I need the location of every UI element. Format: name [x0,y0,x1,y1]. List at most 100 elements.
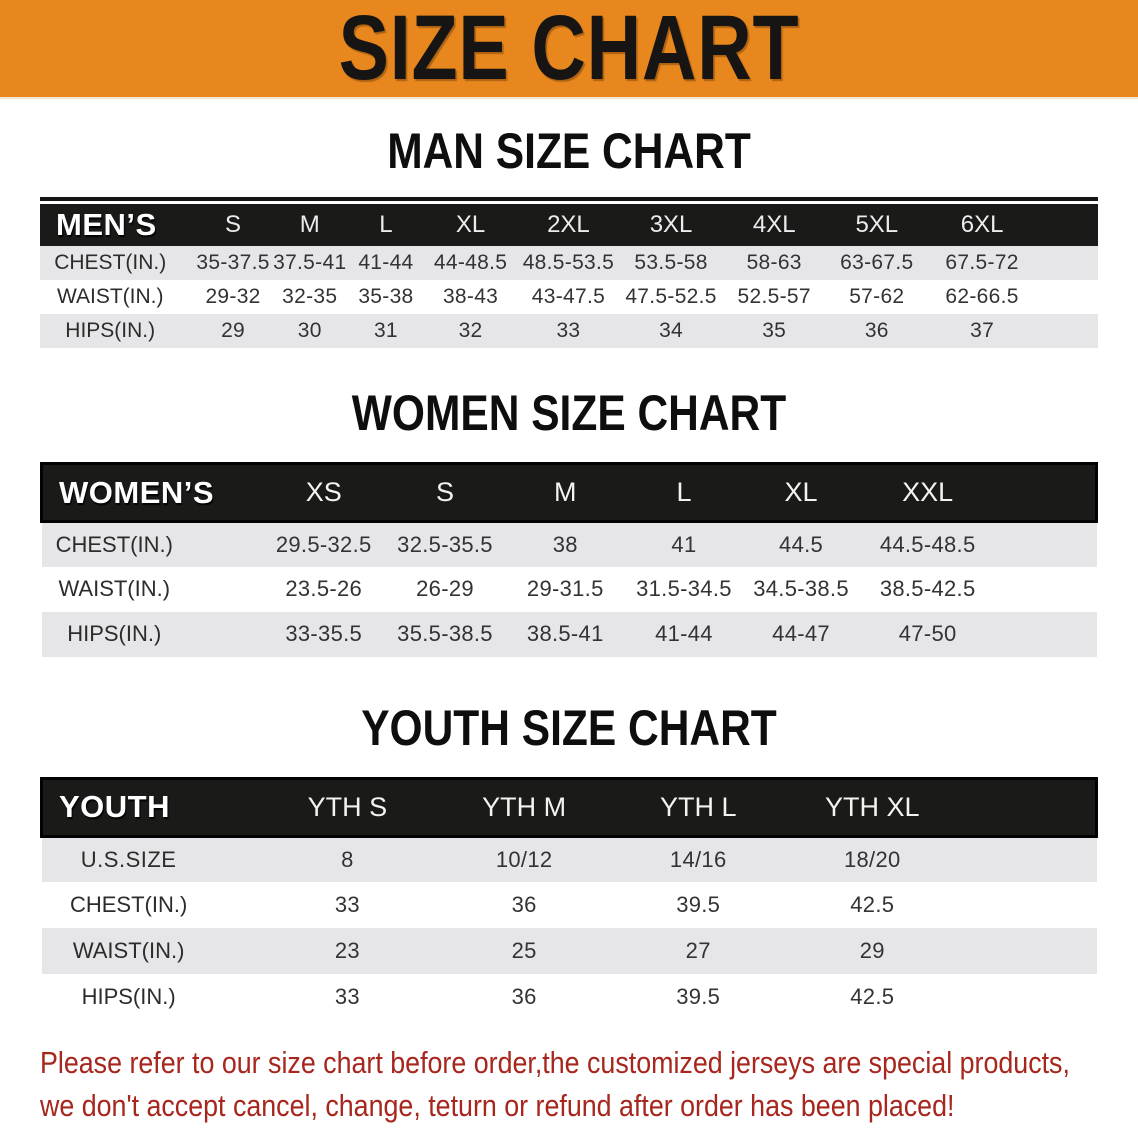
row-label: CHEST(IN.) [54,251,167,274]
spacer-cell [996,522,1096,567]
size-value: 33 [556,319,581,342]
row-label: WAIST(IN.) [58,576,171,601]
row-label: HIPS(IN.) [65,319,156,342]
size-value: 33-35.5 [285,621,363,646]
size-column-header: L [379,211,393,238]
spacer-cell [996,612,1096,657]
size-value: 37.5-41 [273,251,347,274]
size-value: 52.5-57 [737,285,811,308]
row-label: CHEST(IN.) [69,892,188,917]
size-value: 53.5-58 [634,251,708,274]
men-size-table-wrap: MEN’S S M L XL 2XL 3XL 4XL 5XL 6XL CHEST(IN.) 35-37… [40,197,1098,348]
youth-size-section: YOUTH SIZE CHART YOUTH YTH S YTH M YTH L YTH… [0,699,1138,1020]
size-value: 39.5 [676,892,721,917]
measurement-row: CHEST(IN.) 33 36 39.5 42.5 [41,882,1097,928]
size-value: 38.5-41 [526,621,604,646]
size-value: 43-47.5 [531,285,606,308]
measurement-row: WAIST(IN.) 23 25 27 29 [41,928,1097,974]
size-value: 38 [552,531,578,557]
size-value: 44-47 [772,621,830,646]
size-value: 39.5 [676,984,721,1009]
size-value: 32.5-35.5 [397,531,493,557]
size-column-header: 4XL [752,211,796,238]
measurement-row: U.S.SIZE 8 10/12 14/16 18/20 [41,836,1097,882]
spacer-cell [996,462,1099,523]
size-value: 62-66.5 [945,285,1019,308]
men-size-section: MAN SIZE CHART MEN’S S M L XL 2XL 3XL 4XL 5XL 6XL… [0,126,1138,348]
size-value: 47.5-52.5 [625,285,717,308]
size-value: 23 [334,938,360,963]
size-value: 30 [297,319,322,342]
youth-size-table-wrap: YOUTH YTH S YTH M YTH L YTH XL U.S.SIZE 8 10/12… [39,776,1099,1020]
size-value: 44.5 [779,531,824,557]
youth-section-heading: YOUTH SIZE CHART [361,699,777,756]
size-value: 67.5-72 [945,251,1019,274]
size-value: 10/12 [495,846,553,872]
size-value: 36 [511,892,537,917]
measurement-row: HIPS(IN.) 29 30 31 32 33 34 35 36 37 [40,314,1098,348]
size-value: 31 [373,319,398,342]
size-value: 31.5-34.5 [636,576,732,601]
size-value: 63-67.5 [840,251,914,274]
size-value: 8 [341,846,354,872]
size-value: 32 [458,319,483,342]
size-value: 34.5-38.5 [753,576,849,601]
row-label: U.S.SIZE [80,846,177,872]
size-value: 44-48.5 [433,251,508,274]
size-value: 25 [511,938,537,963]
row-label: WAIST(IN.) [72,938,185,963]
men-section-heading: MAN SIZE CHART [387,123,751,179]
men-size-table: MEN’S S M L XL 2XL 3XL 4XL 5XL 6XL CHEST(IN.) 35-37… [40,204,1098,348]
size-value: 47-50 [898,621,957,646]
size-value: 27 [685,938,711,963]
group-label: YOUTH [39,776,258,838]
size-header-row: WOMEN’S XS S M L XL XXL [40,462,1099,523]
size-value: 42.5 [850,892,895,917]
women-size-table: WOMEN’S XS S M L XL XXL CHEST(IN.) 29.5-32.5 32.5… [40,462,1099,657]
size-value: 34 [659,319,684,342]
spacer-cell [1037,246,1098,280]
size-value: 33 [334,984,360,1009]
size-value: 36 [511,984,537,1009]
measurement-row: CHEST(IN.) 29.5-32.5 32.5-35.5 38 41 44.5 44.5… [41,521,1097,567]
row-label: HIPS(IN.) [81,984,176,1009]
size-value: 29-31.5 [526,576,604,601]
size-column-header: XS [263,462,385,523]
group-label: MEN’S [56,207,157,242]
size-value: 41-44 [655,621,713,646]
banner: SIZE CHART [0,0,1138,99]
banner-title: SIZE CHART [338,0,800,99]
size-value: 29-32 [205,285,261,308]
size-value: 48.5-53.5 [522,251,615,274]
spacer-cell [1037,280,1098,314]
spacer-cell [996,567,1096,612]
spacer-cell [959,836,1096,882]
size-value: 26-29 [416,576,474,601]
size-value: 37 [970,319,995,342]
size-value: 35-37.5 [196,251,270,274]
row-label: CHEST(IN.) [55,531,173,557]
footer-note-line-1: Please refer to our size chart before or… [40,1045,1070,1080]
spacer-cell [959,974,1096,1020]
size-column-header: XL [743,462,860,523]
row-label: WAIST(IN.) [56,285,164,308]
size-column-header: M [299,211,320,238]
spacer-cell [959,928,1096,974]
size-value: 44.5-48.5 [879,531,976,557]
size-value: 29 [859,938,885,963]
size-column-header: 6XL [960,211,1004,238]
size-value: 36 [864,319,889,342]
women-section-heading: WOMEN SIZE CHART [351,385,787,441]
spacer-cell [959,776,1099,838]
spacer-cell [1037,314,1098,348]
size-value: 41 [671,531,697,557]
size-column-header: L [624,462,744,523]
size-column-header: S [384,462,506,523]
size-column-header: S [225,211,242,238]
size-value: 35.5-38.5 [397,621,493,646]
size-value: 32-35 [282,285,338,308]
women-size-table-wrap: WOMEN’S XS S M L XL XXL CHEST(IN.) 29.5-32.5 32.5… [40,462,1099,657]
size-column-header: 2XL [547,211,590,238]
measurement-row: WAIST(IN.) 23.5-26 26-29 29-31.5 31.5-34.5 34… [41,566,1097,612]
